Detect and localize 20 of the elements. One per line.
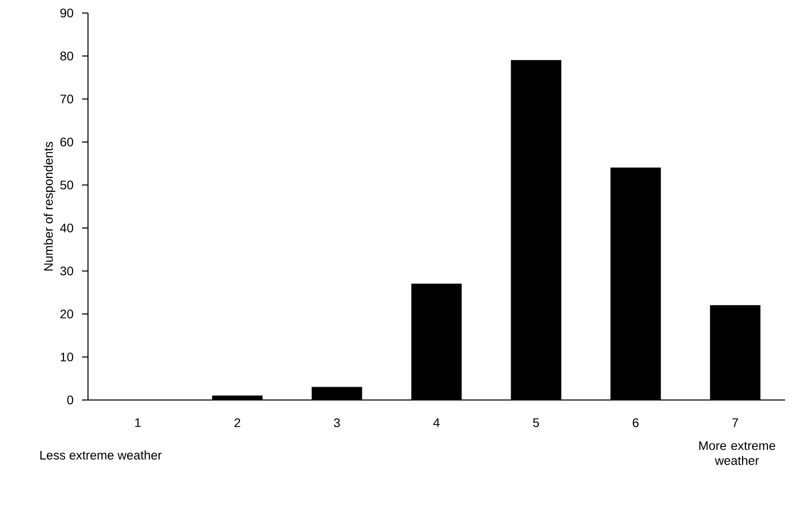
x-tick-label: 7 <box>732 418 738 427</box>
x-tick-label: 6 <box>632 418 639 428</box>
x-tick-label: 4 <box>433 418 440 427</box>
y-tick-label: 50 <box>60 180 74 190</box>
x-tick-label: 2 <box>234 418 240 428</box>
x-tick-label: 5 <box>533 418 540 428</box>
y-tick-label: 80 <box>60 52 74 60</box>
y-tick-label: 70 <box>60 94 74 104</box>
x-tick-label: 1 <box>135 418 141 427</box>
y-tick-label: 90 <box>60 8 74 18</box>
y-axis-title: Number of respondents <box>44 142 56 271</box>
text: More extreme weather <box>699 441 776 465</box>
text: Less extreme weather <box>40 450 162 460</box>
y-tick-label: 10 <box>60 352 74 362</box>
x-tick-label: 3 <box>334 418 340 428</box>
y-tick-label: 60 <box>60 138 74 146</box>
y-tick-label: 0 <box>67 396 74 404</box>
y-tick-label: 40 <box>60 224 74 232</box>
y-tick-label: 30 <box>60 266 74 276</box>
y-tick-label: 20 <box>60 310 74 318</box>
